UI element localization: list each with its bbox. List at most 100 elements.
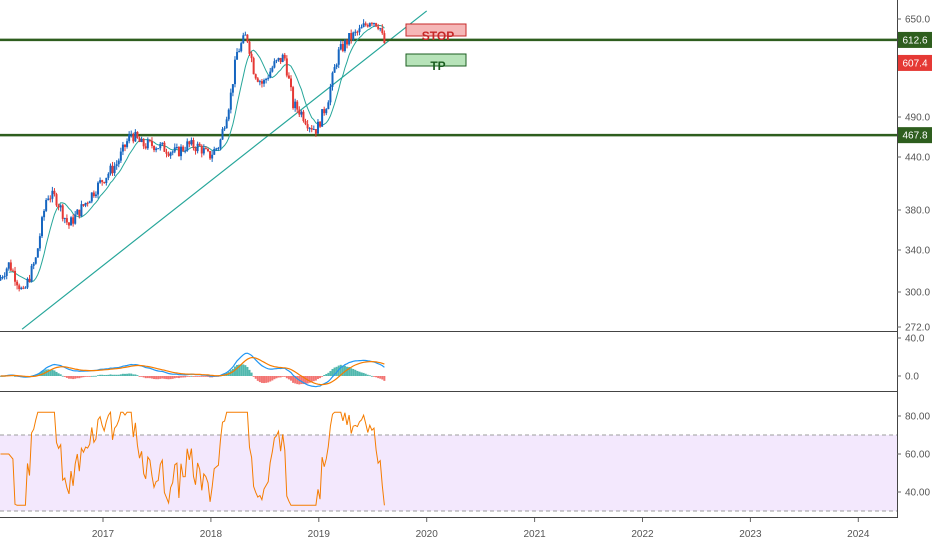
candle-body (248, 41, 251, 54)
rsi-tick-label: 80.00 (905, 412, 930, 423)
macd-bar (63, 376, 66, 377)
candle-body (136, 131, 139, 138)
time-tick-label: 2021 (523, 529, 546, 540)
last-price-tag-bg (898, 54, 932, 71)
candle-body (97, 182, 100, 195)
macd-bar (314, 376, 317, 381)
price-tick-label: 490.0 (905, 113, 930, 124)
macd-bar (312, 376, 315, 382)
candle-body (319, 121, 322, 127)
candle-body (283, 54, 286, 59)
candle-body (331, 72, 334, 87)
candle-body (366, 24, 369, 27)
candle-body (341, 44, 344, 51)
macd-bar (372, 376, 375, 377)
price-tick-label: 650.0 (905, 15, 930, 26)
candle-body (163, 142, 166, 152)
candle-body (113, 166, 116, 174)
candle-body (132, 134, 135, 142)
candle-body (325, 109, 328, 114)
macd-bar (169, 376, 172, 380)
candle-body (86, 202, 89, 204)
macd-bar (356, 370, 359, 376)
candle-body (190, 140, 193, 145)
candle-body (277, 57, 280, 61)
tp-annotation[interactable]: TP (405, 53, 467, 73)
candle-body (88, 201, 91, 204)
candle-body (90, 192, 93, 202)
candle-body (180, 146, 183, 157)
rsi-tick-label: 60.00 (905, 450, 930, 461)
stop-box[interactable] (405, 23, 467, 37)
candle-body (82, 204, 85, 206)
tp-box[interactable] (405, 53, 467, 67)
macd-bar (49, 369, 52, 376)
macd-bar (88, 376, 91, 377)
candle-body (194, 148, 197, 152)
macd-bar (138, 376, 141, 377)
candle-body (383, 33, 386, 43)
macd-bar (354, 369, 357, 376)
candle-body (219, 139, 222, 148)
macd-bar (339, 364, 342, 376)
macd-bar (38, 372, 41, 376)
macd-bar (350, 368, 353, 376)
price-axis[interactable]: 650.0 490.0 440.0 380.0 340.0 300.0 272.0 (897, 15, 930, 334)
stop-annotation[interactable]: STOP (405, 23, 467, 43)
candle-body (165, 151, 168, 154)
macd-bar (279, 376, 282, 378)
macd-bar (277, 376, 280, 378)
candle-body (281, 54, 284, 63)
price-tick-label: 440.0 (905, 153, 930, 164)
candle-body (94, 194, 97, 197)
candle-body (211, 154, 214, 159)
macd-bar (123, 373, 126, 376)
candle-body (242, 35, 245, 44)
rsi-axis[interactable]: 80.00 60.00 40.00 (897, 412, 930, 499)
candle-body (59, 205, 62, 208)
macd-bar (159, 376, 162, 379)
macd-bar (269, 376, 272, 382)
candle-body (16, 281, 19, 286)
macd-axis[interactable]: 40.0 0.0 (897, 334, 925, 383)
macd-bar (335, 366, 338, 376)
candle-body (348, 33, 351, 45)
candle-body (316, 121, 319, 134)
macd-bar (115, 374, 118, 376)
macd-bar (375, 376, 378, 378)
macd-bar (72, 376, 75, 380)
macd-bar (99, 374, 102, 376)
time-axis[interactable]: 2017 2018 2019 2020 2021 2022 2023 2024 (92, 518, 870, 540)
macd-bar (352, 368, 355, 376)
candle-body (263, 80, 266, 84)
macd-bar (90, 375, 93, 377)
macd-bar (53, 370, 56, 376)
rsi-pane (0, 391, 897, 512)
candle-body (92, 192, 95, 197)
trendline[interactable] (21, 10, 428, 330)
candle-body (339, 44, 342, 50)
macd-bar (146, 376, 149, 379)
macd-bar (260, 376, 263, 383)
price-tick-label: 340.0 (905, 246, 930, 257)
macd-bar (165, 376, 168, 380)
macd-bar (254, 376, 257, 379)
candle-body (123, 144, 126, 147)
candle-body (36, 248, 39, 258)
macd-bar (97, 375, 100, 377)
candle-body (308, 128, 311, 130)
macd-bar (323, 375, 326, 376)
macd-bar (186, 376, 189, 377)
candle-body (192, 140, 195, 149)
support-tag-label: 467.8 (902, 131, 927, 142)
macd-bar (157, 376, 160, 380)
macd-bar (366, 374, 369, 376)
macd-bar (202, 376, 205, 377)
candle-body (11, 270, 14, 272)
candle-body (43, 210, 46, 218)
macd-bar (153, 376, 156, 380)
macd-bar (57, 373, 60, 376)
macd-bar (341, 365, 344, 376)
macd-bar (161, 376, 164, 379)
